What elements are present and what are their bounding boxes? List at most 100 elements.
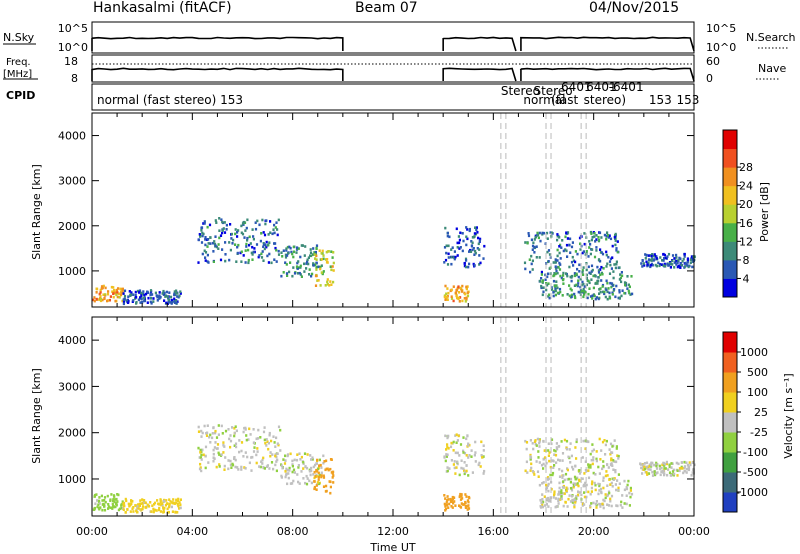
velocity-cell-9 [661, 463, 664, 467]
power-cell-8 [554, 289, 557, 293]
velocity-cell-7 [611, 477, 614, 481]
power-cell-9 [645, 254, 648, 257]
velocity-cell-2 [269, 451, 272, 454]
velocity-cell-7 [612, 478, 615, 481]
power-cell-6 [443, 246, 447, 249]
velocity-cell-9 [650, 463, 653, 467]
velocity-cell-9 [643, 462, 647, 465]
power-cell-8 [558, 287, 562, 291]
power-cell-8 [562, 282, 565, 285]
power-cell-2 [258, 254, 261, 257]
power-cell-3 [309, 251, 313, 254]
velocity-cell-1 [165, 499, 168, 502]
power-cell-8 [613, 288, 616, 291]
velocity-cell-1 [150, 510, 153, 513]
power-cell-7 [554, 267, 558, 270]
velocity-cell-7 [614, 470, 617, 474]
power-cell-5 [445, 295, 448, 299]
velocity-cell-9 [683, 469, 686, 473]
velocity-cell-6 [446, 469, 449, 473]
power-cell-6 [466, 237, 469, 241]
power-cell-9 [643, 264, 646, 267]
velocity-cell-9 [683, 465, 687, 468]
velocity-cell-8 [574, 483, 577, 487]
power-cell-7 [557, 265, 560, 269]
velocity-cell-7 [583, 472, 586, 475]
power-cell-7 [558, 261, 561, 265]
cpid-label-1: Stereo [501, 84, 540, 98]
velocity-cell-2 [240, 449, 243, 453]
cpid-label-4: 6401 [586, 80, 617, 94]
power-cell-7 [576, 252, 579, 256]
velocity-cell-7 [542, 467, 545, 470]
velocity-cell-2 [234, 425, 237, 428]
velocity-colorbar-swatch [723, 392, 737, 413]
velocity-cell-9 [665, 460, 668, 464]
power-cell-2 [214, 219, 217, 222]
velocity-cell-2 [276, 452, 279, 455]
power-cell-7 [531, 259, 534, 263]
velocity-cell-7 [610, 457, 613, 460]
power-cell-7 [599, 259, 602, 263]
velocity-cell-8 [547, 505, 550, 508]
cpid-label-10: 153 [676, 93, 699, 107]
power-cell-3 [286, 274, 289, 277]
power-cell-2 [232, 238, 235, 242]
velocity-cell-8 [543, 495, 546, 498]
power-cell-4 [328, 284, 331, 287]
power-cell-5 [450, 288, 453, 292]
velocity-cell-7 [545, 461, 548, 465]
power-cell-8 [585, 276, 588, 280]
power-cell-4 [321, 249, 324, 253]
velocity-cell-7 [546, 476, 550, 479]
power-cell-5 [465, 298, 468, 301]
power-cell-6 [471, 248, 474, 252]
power-cell-0 [121, 290, 124, 293]
power-cell-2 [269, 220, 272, 223]
velocity-cell-7 [592, 471, 595, 475]
velocity-cell-2 [249, 433, 252, 436]
power-cell-3 [296, 261, 299, 265]
velocity-cell-4 [325, 484, 328, 488]
velocity-cell-3 [291, 459, 294, 463]
velocity-cell-2 [218, 463, 221, 466]
x-tick-label: 04:00 [176, 525, 208, 538]
power-cell-3 [292, 266, 295, 269]
velocity-cell-5 [449, 500, 452, 503]
velocity-cell-3 [303, 452, 307, 455]
velocity-cell-8 [630, 492, 634, 496]
power-cell-2 [261, 218, 264, 222]
power-cell-1 [175, 299, 178, 302]
power-colorbar-frame [722, 129, 738, 298]
velocity-cell-1 [170, 505, 173, 509]
power-cell-0 [112, 286, 115, 289]
power-cell-7 [554, 258, 557, 261]
velocity-cell-4 [323, 460, 326, 463]
velocity-cell-9 [663, 467, 666, 470]
power-cell-8 [541, 280, 544, 283]
velocity-cell-6 [464, 470, 467, 474]
velocity-cell-0 [117, 493, 120, 497]
velocity-cell-7 [530, 466, 533, 470]
power-cell-7 [565, 243, 569, 247]
velocity-cell-2 [197, 446, 200, 450]
power-cell-8 [582, 295, 585, 299]
velocity-cell-2 [233, 431, 236, 435]
velocity-cell-8 [578, 491, 581, 494]
velocity-cell-1 [144, 501, 147, 505]
power-cell-5 [464, 300, 467, 303]
velocity-cell-7 [591, 462, 594, 466]
power-cell-1 [150, 302, 153, 305]
velocity-cell-7 [552, 466, 555, 469]
velocity-cell-9 [687, 468, 691, 472]
power-cell-8 [573, 272, 576, 275]
velocity-cell-8 [541, 482, 544, 485]
velocity-cell-6 [471, 471, 474, 474]
power-cell-9 [684, 261, 687, 265]
power-cell-1 [122, 300, 126, 304]
velocity-cell-8 [598, 484, 601, 488]
power-cell-2 [213, 240, 216, 243]
power-cell-2 [244, 229, 247, 232]
velocity-cell-8 [558, 486, 561, 490]
velocity-cell-2 [214, 429, 217, 433]
